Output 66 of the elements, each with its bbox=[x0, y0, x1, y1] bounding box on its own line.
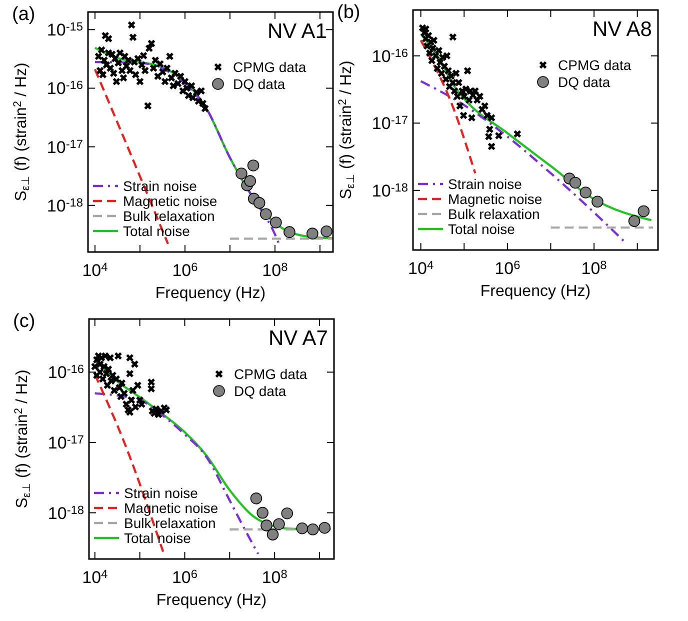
point bbox=[456, 102, 464, 110]
y-tick-label: 10$^{-17}$ bbox=[48, 432, 84, 452]
legend-label: DQ data bbox=[233, 76, 286, 92]
x-tick-label: 10$^{8}$ bbox=[262, 566, 288, 587]
legend-label: DQ data bbox=[234, 383, 286, 399]
y-tick-label: 10$^{-15}$ bbox=[46, 19, 84, 40]
point bbox=[429, 44, 437, 52]
x-axis-title: Frequency (Hz) bbox=[156, 592, 267, 609]
legend-label: Magnetic noise bbox=[448, 191, 542, 207]
y-tick-label: 10$^{-18}$ bbox=[48, 502, 84, 523]
text: (b) bbox=[337, 2, 360, 23]
legend-label: Bulk relaxation bbox=[448, 206, 540, 222]
x-axis-title: Frequency (Hz) bbox=[155, 285, 266, 302]
chart-title: NV A8 bbox=[592, 18, 652, 41]
point bbox=[428, 56, 436, 64]
y-tick-label: 10$^{-16}$ bbox=[46, 78, 84, 98]
legend-label: Bulk relaxation bbox=[124, 515, 216, 531]
legend-label: CPMG data bbox=[233, 59, 306, 75]
legend-label: Strain noise bbox=[124, 485, 198, 501]
text: (c) bbox=[13, 311, 36, 332]
legend-label: Strain noise bbox=[123, 178, 198, 194]
y-tick-label: 10$^{-16}$ bbox=[48, 362, 84, 382]
point bbox=[460, 112, 468, 120]
legend-label: CPMG data bbox=[234, 366, 308, 382]
point bbox=[450, 87, 458, 95]
point bbox=[449, 33, 457, 41]
x-tick-label: 10$^{8}$ bbox=[262, 260, 288, 280]
point bbox=[426, 49, 434, 57]
x-tick-label: 10$^{6}$ bbox=[172, 566, 198, 587]
point bbox=[468, 114, 476, 122]
legend-label: DQ data bbox=[558, 74, 610, 90]
x-tick-label: 10$^{6}$ bbox=[494, 258, 521, 278]
point bbox=[452, 70, 460, 77]
legend-label: CPMG data bbox=[558, 57, 632, 73]
x-tick-label: 10$^{4}$ bbox=[408, 258, 434, 278]
x-tick-label: 10$^{4}$ bbox=[82, 260, 108, 280]
point bbox=[464, 67, 472, 74]
legend-label: Strain noise bbox=[448, 176, 522, 192]
legend-label: Total noise bbox=[124, 530, 192, 546]
point bbox=[444, 67, 452, 74]
point bbox=[430, 36, 438, 44]
point bbox=[424, 32, 432, 40]
point bbox=[460, 92, 468, 100]
y-tick-label: 10$^{-18}$ bbox=[372, 180, 408, 200]
y-tick-label: 10$^{-18}$ bbox=[46, 194, 84, 216]
y-tick-label: 10$^{-17}$ bbox=[46, 136, 84, 157]
y-tick-label: 10$^{-16}$ bbox=[372, 45, 408, 66]
x-axis-title: Frequency (Hz) bbox=[480, 283, 591, 300]
point bbox=[438, 70, 446, 77]
point bbox=[455, 78, 462, 86]
point bbox=[454, 92, 462, 100]
x-tick-label: 10$^{6}$ bbox=[172, 260, 198, 280]
point bbox=[432, 52, 440, 60]
chart-title: NV A7 bbox=[268, 327, 328, 350]
chart-title: NV A1 bbox=[267, 20, 327, 43]
legend-label: Total noise bbox=[448, 221, 516, 237]
legend-label: Total noise bbox=[123, 223, 190, 239]
point bbox=[422, 25, 430, 33]
point bbox=[435, 46, 442, 54]
text: (a) bbox=[12, 4, 36, 25]
point bbox=[442, 75, 450, 83]
x-tick-label: 10$^{4}$ bbox=[82, 566, 108, 587]
x-tick-label: 10$^{8}$ bbox=[581, 258, 608, 278]
point bbox=[443, 52, 451, 60]
point bbox=[449, 78, 457, 86]
y-tick-label: 10$^{-17}$ bbox=[372, 112, 408, 134]
